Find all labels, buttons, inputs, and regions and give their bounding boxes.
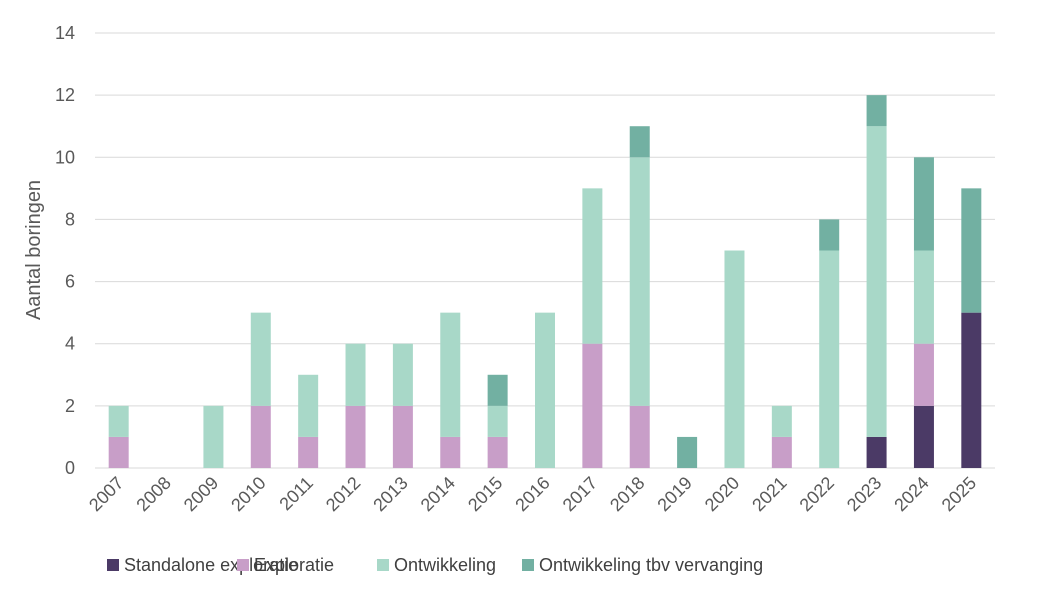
bar-segment-2025-series-0 [961, 312, 982, 468]
bar-segment-2017-series-2 [582, 188, 603, 344]
bar-segment-2025-series-3 [961, 188, 982, 313]
bar-segment-2013-series-1 [392, 405, 413, 468]
legend-label: Exploratie [254, 555, 334, 575]
bar-segment-2014-series-1 [440, 436, 461, 468]
bar-segment-2024-series-3 [913, 157, 934, 251]
bar-segment-2023-series-3 [866, 95, 887, 127]
x-tick-label: 2019 [653, 473, 695, 515]
x-tick-label: 2012 [322, 473, 364, 515]
bar-segment-2018-series-3 [629, 126, 650, 158]
bar-segment-2019-series-3 [677, 436, 698, 468]
bar-segment-2015-series-1 [487, 436, 508, 468]
bar-segment-2015-series-3 [487, 374, 508, 406]
bar-segment-2015-series-2 [487, 405, 508, 437]
x-tick-label: 2022 [796, 473, 838, 515]
bar-segment-2020-series-2 [724, 250, 745, 468]
x-tick-label: 2025 [938, 473, 980, 515]
bar-segment-2007-series-2 [108, 405, 129, 437]
x-tick-label: 2010 [227, 473, 269, 515]
x-tick-labels: 2007 2008 2009 2010 2011 2012 2013 2014 2015 2016… [85, 473, 980, 515]
x-tick-label: 2023 [843, 473, 885, 515]
x-tick-label: 2017 [559, 473, 601, 515]
x-tick-label: 2016 [511, 473, 553, 515]
legend-label: Ontwikkeling [394, 555, 496, 575]
bar-segment-2021-series-1 [771, 436, 792, 468]
x-tick-label: 2011 [275, 473, 317, 515]
bar-segment-2024-series-0 [913, 405, 934, 468]
legend-swatch [522, 559, 534, 571]
bar-segment-2024-series-1 [913, 343, 934, 406]
bar-segment-2011-series-2 [298, 374, 319, 437]
bar-segment-2012-series-2 [345, 343, 366, 406]
bar-segment-2017-series-1 [582, 343, 603, 468]
x-tick-label: 2024 [890, 473, 932, 515]
bar-segment-2018-series-1 [629, 405, 650, 468]
x-tick-label: 2020 [701, 473, 743, 515]
x-tick-label: 2013 [369, 473, 411, 515]
y-tick-label: 10 [55, 147, 75, 167]
y-tick-label: 6 [65, 272, 75, 292]
x-tick-label: 2007 [85, 473, 127, 515]
bar-segment-2024-series-2 [913, 250, 934, 344]
x-tick-label: 2014 [417, 473, 459, 515]
legend-swatch [107, 559, 119, 571]
x-tick-label: 2018 [606, 473, 648, 515]
bar-segment-2007-series-1 [108, 436, 129, 468]
bars [108, 95, 982, 468]
y-tick-label: 8 [65, 209, 75, 229]
bar-segment-2021-series-2 [771, 405, 792, 437]
y-tick-label: 12 [55, 85, 75, 105]
bar-segment-2018-series-2 [629, 157, 650, 406]
x-tick-label: 2015 [464, 473, 506, 515]
bar-segment-2023-series-2 [866, 126, 887, 437]
legend-label: Standalone exploratie [124, 555, 298, 575]
x-tick-label: 2009 [180, 473, 222, 515]
bar-segment-2011-series-1 [298, 436, 319, 468]
bar-segment-2014-series-2 [440, 312, 461, 437]
bar-segment-2013-series-2 [392, 343, 413, 406]
bar-segment-2010-series-2 [250, 312, 271, 406]
y-tick-label: 14 [55, 23, 75, 43]
bar-segment-2012-series-1 [345, 405, 366, 468]
bar-segment-2016-series-2 [535, 312, 555, 468]
y-tick-label: 2 [65, 396, 75, 416]
y-axis-label: Aantal boringen [23, 180, 45, 320]
bar-segment-2023-series-0 [866, 436, 887, 468]
legend-label: Ontwikkeling tbv vervanging [539, 555, 763, 575]
bar-segment-2009-series-2 [203, 405, 224, 468]
legend-swatch [237, 559, 249, 571]
bar-segment-2010-series-1 [250, 405, 271, 468]
bar-segment-2022-series-3 [819, 219, 840, 251]
y-tick-label: 4 [65, 334, 75, 354]
x-tick-label: 2021 [748, 473, 790, 515]
y-tick-labels: 0 2 4 6 8 10 12 14 [55, 23, 75, 478]
x-tick-label: 2008 [132, 473, 174, 515]
legend-swatch [377, 559, 389, 571]
y-tick-label: 0 [65, 458, 75, 478]
bar-segment-2022-series-2 [819, 250, 840, 468]
